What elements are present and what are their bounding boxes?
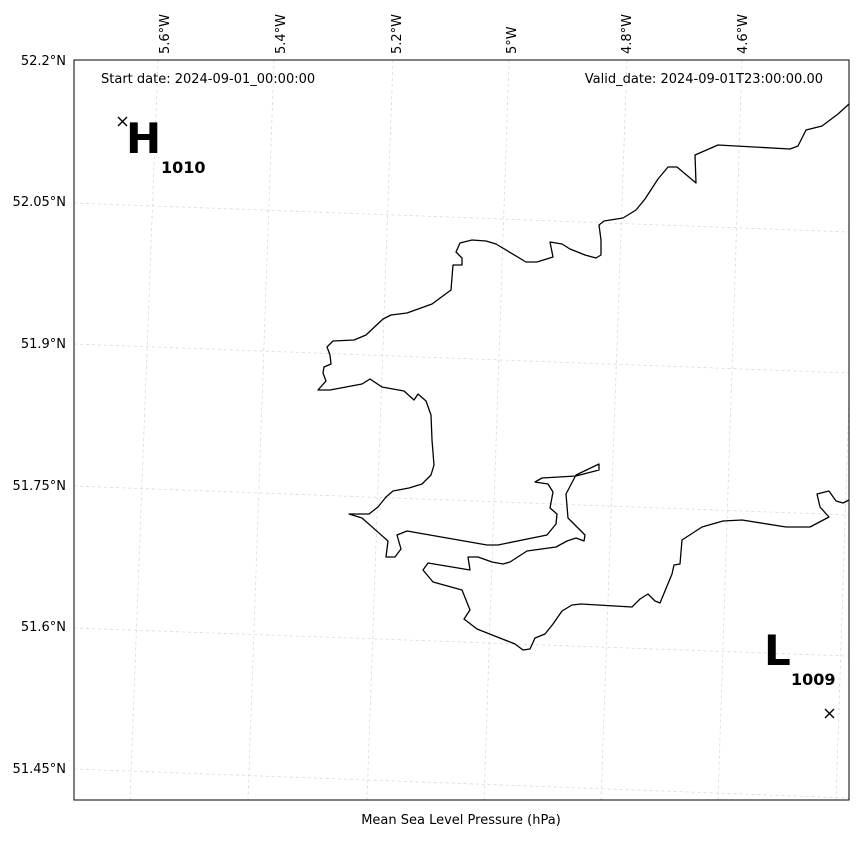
map-caption: Mean Sea Level Pressure (hPa) bbox=[361, 813, 561, 828]
lon-tick-label: 5.6°W bbox=[158, 14, 173, 54]
coastline-north bbox=[317, 103, 849, 651]
meridian-5.4w bbox=[247, 60, 275, 800]
meridian-5.6w bbox=[129, 60, 159, 800]
lat-tick-label: 52.05°N bbox=[13, 195, 66, 210]
meridian-4.6w bbox=[717, 60, 743, 800]
high-letter: H bbox=[126, 114, 161, 163]
start-date-label: Start date: 2024-09-01_00:00:00 bbox=[101, 72, 315, 87]
low-center-cross-icon bbox=[824, 708, 835, 719]
parallel-52.05n bbox=[74, 202, 849, 233]
high-center-cross-icon bbox=[117, 116, 128, 127]
valid-date-label: Valid_date: 2024-09-01T23:00:00.00 bbox=[585, 72, 823, 87]
lon-tick-label: 4.6°W bbox=[736, 14, 751, 54]
coastline bbox=[317, 103, 849, 651]
lon-tick-label: 5°W bbox=[505, 26, 520, 54]
lon-tick-label: 5.4°W bbox=[274, 14, 289, 54]
parallel-51.6n bbox=[74, 627, 849, 657]
meridian-4.4w bbox=[835, 386, 849, 800]
map-frame bbox=[73, 59, 850, 801]
lon-tick-label: 4.8°W bbox=[620, 14, 635, 54]
low-pressure-center: L 1009 bbox=[764, 626, 836, 719]
lat-tick-label: 51.9°N bbox=[21, 337, 66, 352]
low-letter: L bbox=[764, 626, 791, 675]
meridian-4.8w bbox=[600, 60, 628, 800]
high-pressure-center: H 1010 bbox=[117, 114, 206, 177]
meridian-5w bbox=[483, 60, 510, 800]
lat-tick-label: 51.75°N bbox=[13, 479, 66, 494]
lat-tick-label: 51.6°N bbox=[21, 620, 66, 635]
high-value: 1010 bbox=[161, 158, 206, 177]
lon-tick-label: 5.2°W bbox=[390, 14, 405, 54]
meridian-5.2w bbox=[366, 60, 394, 800]
lat-tick-label: 51.45°N bbox=[13, 762, 66, 777]
parallel-51.75n bbox=[74, 485, 849, 516]
parallel-51.45n bbox=[74, 768, 849, 799]
lat-tick-label: 52.2°N bbox=[21, 54, 66, 69]
low-value: 1009 bbox=[791, 670, 836, 689]
